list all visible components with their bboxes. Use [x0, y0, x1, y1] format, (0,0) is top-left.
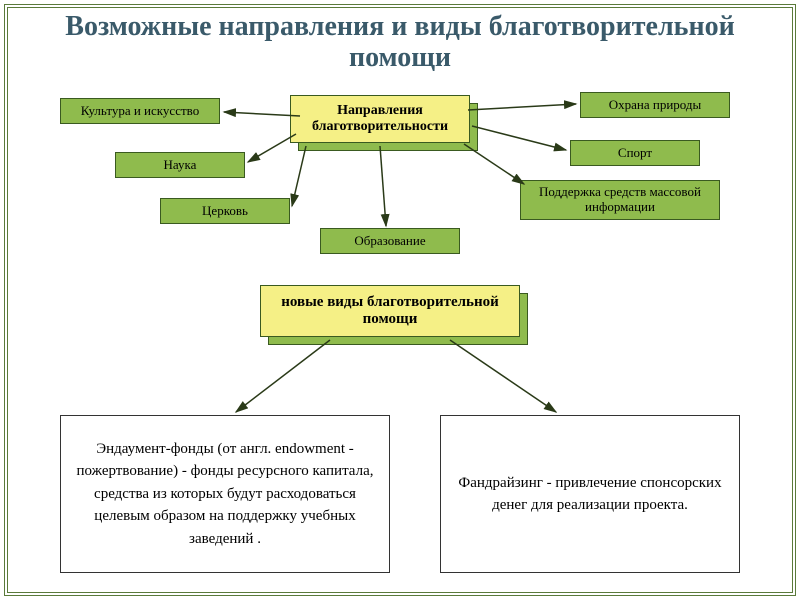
node-media: Поддержка средств массовой информации — [520, 180, 720, 220]
bottom-right-box: Фандрайзинг - привлечение спонсорских де… — [440, 415, 740, 573]
bottom-left-box: Эндаумент-фонды (от англ. endowment - по… — [60, 415, 390, 573]
node-nature: Охрана природы — [580, 92, 730, 118]
bottom-left-text: Эндаумент-фонды (от англ. endowment - по… — [71, 438, 379, 551]
center-mid-label: новые виды благотворительной помощи — [267, 294, 513, 329]
node-education: Образование — [320, 228, 460, 254]
bottom-right-text: Фандрайзинг - привлечение спонсорских де… — [451, 472, 729, 517]
node-sport-label: Спорт — [618, 146, 652, 161]
node-science-label: Наука — [164, 158, 197, 173]
node-culture: Культура и искусство — [60, 98, 220, 124]
node-church-label: Церковь — [202, 204, 248, 219]
node-church: Церковь — [160, 198, 290, 224]
node-culture-label: Культура и искусство — [81, 104, 199, 119]
slide-title: Возможные направления и виды благотворит… — [0, 12, 800, 74]
center-top-label: Направления благотворительности — [297, 103, 463, 135]
node-science: Наука — [115, 152, 245, 178]
center-top-box: Направления благотворительности — [290, 95, 470, 143]
node-media-label: Поддержка средств массовой информации — [527, 185, 713, 215]
node-education-label: Образование — [354, 234, 425, 249]
center-mid-box: новые виды благотворительной помощи — [260, 285, 520, 337]
node-sport: Спорт — [570, 140, 700, 166]
node-nature-label: Охрана природы — [609, 98, 702, 113]
